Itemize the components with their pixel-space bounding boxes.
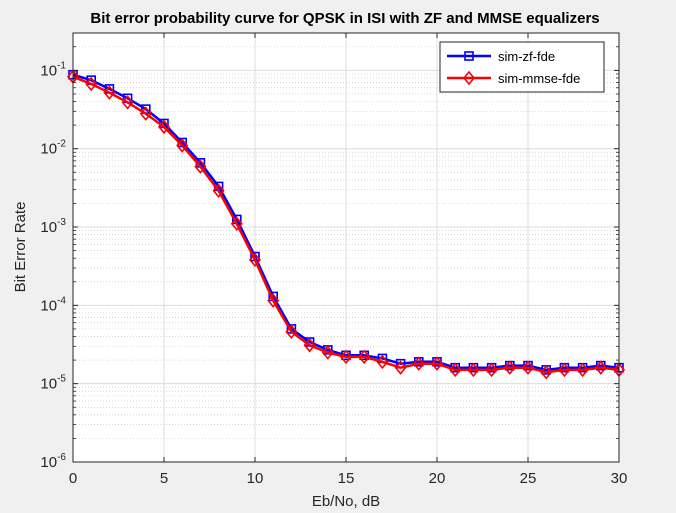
x-tick-label: 25 xyxy=(520,470,537,487)
series-line-zf xyxy=(72,73,620,372)
data-point-mmse xyxy=(339,349,353,365)
legend-box xyxy=(439,41,605,93)
data-point-mmse xyxy=(139,106,152,121)
y-tick-label: 10-2 xyxy=(40,139,66,158)
legend-marker-zf xyxy=(464,51,474,61)
data-point-mmse xyxy=(467,362,480,378)
y-tick-label: 10-4 xyxy=(40,295,66,314)
data-point-mmse xyxy=(267,293,280,308)
legend: sim-zf-fde sim-mmse-fde xyxy=(439,41,605,93)
y-tick-label: 10-3 xyxy=(40,217,66,236)
data-point-mmse xyxy=(394,360,407,375)
data-point-mmse xyxy=(449,362,462,378)
y-tick-label: 10-6 xyxy=(40,452,66,471)
data-point-mmse xyxy=(576,362,589,378)
series-layer xyxy=(66,69,626,380)
legend-label-mmse: sim-mmse-fde xyxy=(498,71,580,86)
x-tick-label: 20 xyxy=(429,470,446,487)
x-tick-label: 5 xyxy=(160,470,168,487)
legend-marker-mmse xyxy=(462,70,476,86)
data-point-mmse xyxy=(157,119,171,135)
data-point-mmse xyxy=(103,85,116,100)
x-tick-labels: 0 5 10 15 20 25 30 xyxy=(69,470,628,487)
data-point-mmse xyxy=(321,345,334,360)
y-tick-labels: 10-6 10-5 10-4 10-3 10-2 10-1 xyxy=(40,60,66,471)
data-point-mmse xyxy=(376,354,389,370)
data-point-mmse xyxy=(430,356,444,371)
y-tick-label: 10-5 xyxy=(40,374,66,393)
data-point-mmse xyxy=(194,159,207,174)
x-tick-label: 30 xyxy=(611,470,628,487)
x-axis-label: Eb/No, dB xyxy=(312,493,380,510)
data-point-mmse xyxy=(594,360,607,375)
chart-title: Bit error probability curve for QPSK in … xyxy=(90,10,599,27)
data-point-mmse xyxy=(358,349,371,365)
y-axis-label: Bit Error Rate xyxy=(12,202,29,293)
data-point-mmse xyxy=(248,252,262,268)
data-point-mmse xyxy=(485,362,498,378)
data-point-mmse xyxy=(540,364,553,380)
y-tick-label: 10-1 xyxy=(40,60,66,79)
data-point-mmse xyxy=(521,360,535,375)
data-point-mmse xyxy=(412,356,425,371)
series-line-mmse xyxy=(72,75,620,374)
data-point-mmse xyxy=(285,324,298,340)
data-point-mmse xyxy=(303,337,316,353)
data-point-mmse xyxy=(558,362,571,378)
data-point-mmse xyxy=(85,76,98,92)
x-tick-label: 15 xyxy=(338,470,355,487)
data-point-mmse xyxy=(212,183,225,199)
data-point-mmse xyxy=(230,216,243,232)
axis-ticks xyxy=(72,33,620,463)
x-tick-label: 0 xyxy=(69,470,77,487)
x-tick-label: 10 xyxy=(247,470,264,487)
data-point-mmse xyxy=(176,138,189,153)
data-point-mmse xyxy=(503,360,516,375)
legend-label-zf: sim-zf-fde xyxy=(498,49,555,64)
data-point-mmse xyxy=(121,95,134,110)
